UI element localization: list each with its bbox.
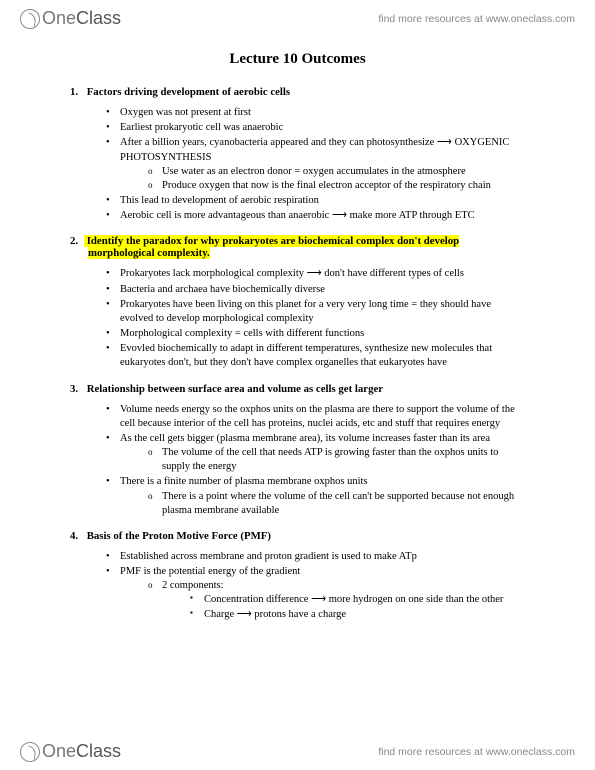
sub-item: Produce oxygen that now is the final ele…: [148, 179, 525, 193]
section-heading: Factors driving development of aerobic c…: [84, 86, 290, 98]
sections-list: 1. Factors driving development of aerobi…: [70, 86, 525, 622]
logo-thin: One: [42, 741, 76, 761]
sub-list: There is a point where the volume of the…: [120, 490, 525, 518]
section-heading: Basis of the Proton Motive Force (PMF): [84, 530, 271, 542]
section-item: 4. Basis of the Proton Motive Force (PMF…: [70, 530, 525, 622]
sub-item: 2 components:Concentration difference ⟶ …: [148, 579, 525, 622]
bullet-item: Aerobic cell is more advantageous than a…: [106, 209, 525, 223]
bullet-item: Prokaryotes lack morphological complexit…: [106, 267, 525, 281]
section-item: 3. Relationship between surface area and…: [70, 383, 525, 518]
footer-bar: OneClass find more resources at www.onec…: [0, 733, 595, 770]
section-heading: Identify the paradox for why prokaryotes…: [84, 235, 459, 259]
section-number: 2.: [70, 235, 84, 247]
section-item: 1. Factors driving development of aerobi…: [70, 86, 525, 223]
sub-list: Use water as an electron donor = oxygen …: [120, 165, 525, 193]
bullet-item: Volume needs energy so the oxphos units …: [106, 403, 525, 431]
logo-icon: [20, 9, 40, 29]
logo-icon: [20, 742, 40, 762]
resources-link-top[interactable]: find more resources at www.oneclass.com: [378, 13, 575, 25]
logo-thin: One: [42, 8, 76, 28]
sub-item: Use water as an electron donor = oxygen …: [148, 165, 525, 179]
subsub-item: Charge ⟶ protons have a charge: [190, 608, 525, 622]
section-number: 1.: [70, 86, 84, 98]
brand-logo: OneClass: [20, 8, 121, 29]
subsub-list: Concentration difference ⟶ more hydrogen…: [162, 593, 525, 621]
bullet-item: Evovled biochemically to adapt in differ…: [106, 342, 525, 370]
bullet-item: Established across membrane and proton g…: [106, 550, 525, 564]
sub-item: There is a point where the volume of the…: [148, 490, 525, 518]
subsub-item: Concentration difference ⟶ more hydrogen…: [190, 593, 525, 607]
bullet-item: Oxygen was not present at first: [106, 106, 525, 120]
sub-list: 2 components:Concentration difference ⟶ …: [120, 579, 525, 622]
section-heading: Relationship between surface area and vo…: [84, 383, 383, 395]
page-title: Lecture 10 Outcomes: [70, 51, 525, 68]
section-number: 3.: [70, 383, 84, 395]
header-bar: OneClass find more resources at www.onec…: [0, 0, 595, 33]
section-item: 2. Identify the paradox for why prokaryo…: [70, 235, 525, 370]
bullet-item: After a billion years, cyanobacteria app…: [106, 136, 525, 193]
logo-text: OneClass: [42, 741, 121, 762]
bullet-item: Bacteria and archaea have biochemically …: [106, 283, 525, 297]
section-number: 4.: [70, 530, 84, 542]
sub-list: The volume of the cell that needs ATP is…: [120, 446, 525, 474]
bullet-list: Prokaryotes lack morphological complexit…: [88, 267, 525, 370]
logo-text: OneClass: [42, 8, 121, 29]
bullet-item: Earliest prokaryotic cell was anaerobic: [106, 121, 525, 135]
logo-bold: Class: [76, 741, 121, 761]
bullet-list: Volume needs energy so the oxphos units …: [88, 403, 525, 518]
bullet-item: Prokaryotes have been living on this pla…: [106, 298, 525, 326]
bullet-item: As the cell gets bigger (plasma membrane…: [106, 432, 525, 475]
bullet-list: Oxygen was not present at firstEarliest …: [88, 106, 525, 223]
bullet-list: Established across membrane and proton g…: [88, 550, 525, 622]
resources-link-bottom[interactable]: find more resources at www.oneclass.com: [378, 746, 575, 758]
bullet-item: Morphological complexity = cells with di…: [106, 327, 525, 341]
bullet-item: There is a finite number of plasma membr…: [106, 475, 525, 518]
brand-logo-footer: OneClass: [20, 741, 121, 762]
bullet-item: PMF is the potential energy of the gradi…: [106, 565, 525, 622]
document-content: Lecture 10 Outcomes 1. Factors driving d…: [0, 33, 595, 644]
bullet-item: This lead to development of aerobic resp…: [106, 194, 525, 208]
sub-item: The volume of the cell that needs ATP is…: [148, 446, 525, 474]
logo-bold: Class: [76, 8, 121, 28]
